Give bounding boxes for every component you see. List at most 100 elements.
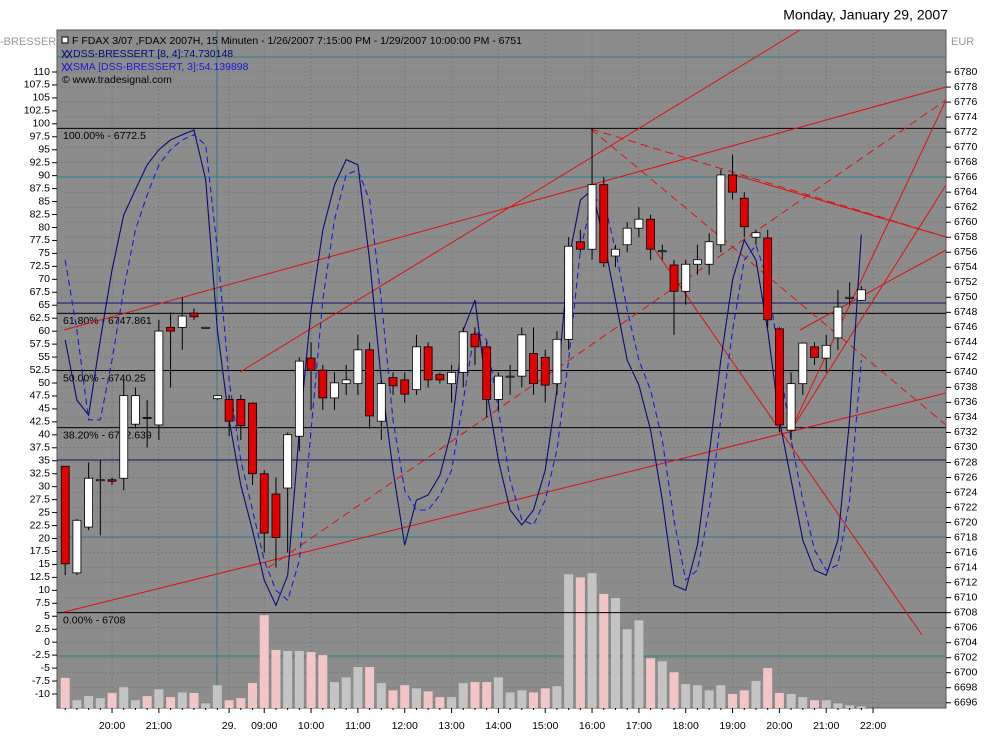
- y-tick-label: 62.5: [30, 312, 51, 324]
- y-tick-label: 77.5: [30, 234, 51, 246]
- volume-bar: [189, 692, 199, 708]
- trend-line: [799, 249, 946, 331]
- y-tick-label: 65: [38, 299, 50, 311]
- y-tick-label: 67.5: [30, 286, 51, 298]
- y-tick-label: 52.5: [30, 364, 51, 376]
- volume-bar: [845, 705, 855, 708]
- candle-body: [95, 479, 105, 482]
- y-tick-label: 15: [38, 558, 50, 570]
- volume-bar: [564, 574, 574, 708]
- volume-bar: [540, 688, 550, 708]
- volume-bar: [552, 686, 562, 708]
- y2-tick-label: 6746: [954, 321, 978, 333]
- y2-tick-label: 6730: [954, 441, 978, 453]
- volume-bar: [224, 700, 234, 708]
- candle-body: [458, 331, 468, 373]
- left-axis-label: -BRESSERT: [0, 36, 63, 48]
- y2-tick-label: 6732: [954, 426, 978, 438]
- candle-body: [505, 375, 515, 378]
- y2-tick-label: 6740: [954, 366, 978, 378]
- plot-area: [56, 29, 947, 709]
- volume-bar: [458, 683, 468, 708]
- candle-body: [341, 379, 351, 385]
- candle-body: [435, 374, 445, 381]
- y2-tick-label: 6720: [954, 516, 978, 528]
- candle-body: [259, 473, 269, 534]
- y2-tick-label: 6696: [954, 697, 978, 709]
- volume-bar: [423, 691, 433, 708]
- x-tick-label: 12:00: [392, 720, 418, 732]
- y2-tick-label: 6734: [954, 411, 978, 423]
- volume-bar: [739, 690, 749, 708]
- candle-body: [60, 465, 70, 565]
- candle-body: [353, 349, 363, 385]
- volume-bar: [294, 650, 304, 708]
- y-tick-label: 7.5: [35, 597, 50, 609]
- y-tick-label: -2.5: [32, 649, 50, 661]
- y2-tick-label: 6712: [954, 576, 978, 588]
- candle-body: [376, 383, 386, 422]
- copyright: © www.tradesignal.com: [62, 74, 172, 86]
- y2-tick-label: 6750: [954, 291, 978, 303]
- y-tick-label: 37.5: [30, 442, 51, 454]
- volume-bar: [575, 577, 585, 708]
- y-tick-label: 12.5: [30, 571, 51, 583]
- candle-body: [119, 395, 129, 479]
- x-tick-label: 22:00: [860, 720, 886, 732]
- volume-bar: [774, 692, 784, 708]
- candle-body: [224, 399, 234, 422]
- y-tick-label: -5: [41, 662, 50, 674]
- y2-tick-label: 6760: [954, 216, 978, 228]
- candle-body: [400, 379, 410, 395]
- y2-tick-label: 6700: [954, 666, 978, 678]
- candle-body: [365, 349, 375, 417]
- candle-body: [552, 338, 562, 385]
- y2-tick-label: 6764: [954, 186, 978, 198]
- x-tick-label: 29.: [222, 720, 237, 732]
- y2-tick-label: 6716: [954, 546, 978, 558]
- volume-bar: [248, 683, 258, 708]
- candle-body: [564, 245, 574, 340]
- candle-body: [810, 346, 819, 358]
- fib-label: 50.00% - 6740.25: [63, 372, 146, 384]
- candle-body: [189, 312, 199, 318]
- y-tick-label: 47.5: [30, 390, 51, 402]
- candle-body: [482, 346, 492, 400]
- y-tick-label: 5: [44, 610, 50, 622]
- y2-tick-label: 6778: [954, 81, 978, 93]
- candle-body: [856, 289, 866, 301]
- x-tick-label: 18:00: [673, 720, 699, 732]
- candle-body: [728, 174, 737, 193]
- x-tick-label: 19:00: [719, 720, 745, 732]
- volume-bar: [177, 692, 187, 708]
- candle-body: [821, 344, 831, 359]
- volume-bar: [154, 689, 164, 708]
- volume-bar: [318, 655, 328, 708]
- y-tick-label: 60: [38, 325, 50, 337]
- fib-label: 38.20% - 6732.639: [63, 429, 152, 441]
- candle-body: [669, 264, 679, 292]
- candle-body: [306, 357, 316, 371]
- volume-bar: [212, 685, 222, 708]
- y2-tick-label: 6708: [954, 606, 978, 618]
- y-tick-label: 102.5: [24, 105, 50, 117]
- volume-bar: [447, 697, 457, 708]
- volume-bar: [681, 684, 691, 708]
- volume-bar: [482, 682, 492, 708]
- volume-bar: [306, 652, 316, 708]
- candle-body: [751, 232, 761, 238]
- candle-body: [388, 377, 398, 387]
- volume-bar: [610, 598, 620, 708]
- y-tick-label: 22.5: [30, 519, 51, 531]
- y2-tick-label: 6738: [954, 381, 978, 393]
- candle-body: [833, 306, 843, 339]
- candle-body: [540, 356, 550, 386]
- y2-tick-label: 6714: [954, 561, 978, 573]
- y2-tick-label: 6770: [954, 141, 978, 153]
- x-tick-label: 20:00: [766, 720, 792, 732]
- right-axis-label: EUR: [951, 36, 974, 48]
- y-tick-label: 2.5: [35, 623, 50, 635]
- y-tick-label: 90: [38, 169, 50, 181]
